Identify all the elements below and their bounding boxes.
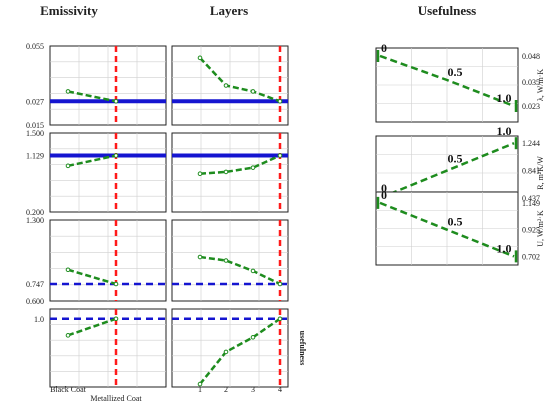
layers-panel-2-point [277, 281, 283, 287]
row-1-tick-label: 1.129 [26, 152, 44, 161]
usefulness-panel-1-point-label: 0 [381, 181, 387, 195]
emissivity-x-tick-label: Metallized Coat [90, 394, 142, 403]
layers-panel-0-point [223, 83, 229, 88]
usefulness-panel-1-tick-label: 0.841 [522, 167, 540, 176]
usefulness-panel-2-series-line [379, 201, 515, 258]
usefulness-panel-2-point-label: 0.5 [448, 215, 463, 229]
layers-panel-3-point [250, 334, 256, 340]
layers-panel-2-point [223, 258, 229, 263]
layers-x-tick-label: 1 [198, 385, 202, 394]
usefulness-panel-0-series-line [379, 54, 515, 108]
usefulness-panel-2-tick-label: 0.702 [522, 252, 540, 261]
emissivity-panel-2-point [113, 281, 119, 287]
layers-panel-1-point [250, 165, 256, 170]
usefulness-panel-0-point-label: 0.5 [448, 65, 463, 79]
row-0-tick-label: 0.055 [26, 42, 44, 51]
emissivity-panel-0-series-line [67, 90, 117, 103]
emissivity-panel-2-point [65, 267, 71, 273]
layers-panel-2-series-line [199, 255, 281, 286]
layers-panel-1-point [277, 153, 283, 158]
usefulness-panel-2-point-label: 0 [381, 188, 387, 202]
emissivity-panel-1-point [113, 153, 119, 158]
layers-panel-0-point [250, 89, 256, 94]
emissivity-panel-3-point [113, 316, 119, 322]
usefulness-panel-1-axis-label: R, m²K/W [536, 156, 545, 190]
usefulness-panel-1-point-label: 0.5 [448, 152, 463, 166]
usefulness-panel-1-point-label: 1.0 [497, 124, 512, 138]
layers-panel-1-point [197, 171, 203, 177]
usefulness-panel-2-axis-label: U, W/m²·K [536, 210, 545, 247]
usefulness-panel-1-tick-label: 0.437 [522, 194, 540, 203]
usefulness-panel-2-point-label: 1.0 [497, 241, 512, 255]
row-1-tick-label: 0.200 [26, 208, 44, 217]
layers-panel-0-series-line [199, 56, 281, 103]
layers-panel-1-series-line [199, 154, 281, 175]
usefulness-panel-0-tick-label: 0.035 [522, 78, 540, 87]
emissivity-panel-3-point [65, 333, 71, 338]
layers-x-tick-label: 2 [224, 385, 228, 394]
usefulness-panel-2-tick-label: 1.149 [522, 199, 540, 208]
usefulness-panel-2-tick-label: 0.925 [522, 226, 540, 235]
usefulness-panel-0-point-label: 0 [381, 41, 387, 55]
emissivity-panel-1-point [65, 163, 71, 169]
row-3-tick-label: 1.0 [34, 315, 44, 324]
layers-panel-3-point [197, 381, 203, 387]
column-title-1: Layers [210, 3, 248, 18]
usefulness-panel-0-tick-label: 0.048 [522, 52, 540, 61]
layers-panel-3-point [277, 316, 283, 322]
layers-x-tick-label: 3 [251, 385, 255, 394]
emissivity-panel-2-series-line [67, 268, 117, 286]
layers-x-tick-label: 4 [278, 385, 282, 394]
layers-panel-1-point [223, 169, 229, 175]
emissivity-panel-0-point [113, 99, 119, 104]
layers-panel-0-point [277, 99, 283, 104]
usefulness-panel-0-tick-label: 0.023 [522, 102, 540, 111]
row-0-tick-label: 0.015 [26, 121, 44, 130]
layers-panel-2-point [197, 254, 203, 260]
usefulness-panel-0-axis-label: λ, W/m·K [536, 69, 545, 102]
row-0-tick-label: 0.027 [26, 97, 44, 106]
layers-panel-0-point [197, 55, 203, 61]
column-title-0: Emissivity [40, 3, 98, 18]
usefulness-panel-0-point-label: 1.0 [497, 91, 512, 105]
emissivity-panel-1-series-line [67, 154, 117, 168]
emissivity-panel-0-point [65, 89, 71, 94]
row-1-tick-label: 1.500 [26, 129, 44, 138]
column-title-2: Usefulness [418, 3, 477, 18]
usefulness-panel-1-series-line [379, 142, 515, 200]
row-2-tick-label: 1.300 [26, 216, 44, 225]
row-2-tick-label: 0.747 [26, 280, 44, 289]
usefulness-panel-1-tick-label: 1.244 [522, 139, 540, 148]
emissivity-x-tick-label: Black Coat [50, 385, 87, 394]
row-2-tick-label: 0.600 [26, 297, 44, 306]
layers-panel-3-point [223, 349, 229, 355]
layers-panel-2-point [250, 268, 256, 274]
usefulness-axis-label: usefulness [298, 331, 307, 366]
layers-panel-3-series-line [199, 317, 281, 385]
